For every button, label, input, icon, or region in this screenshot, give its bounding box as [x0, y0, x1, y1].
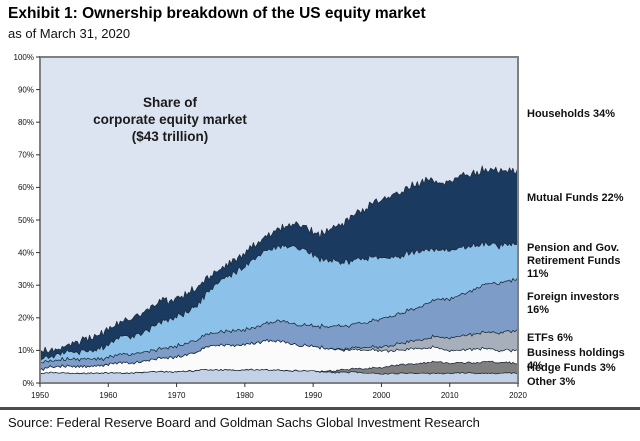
legend-label-etfs: ETFs 6%	[527, 332, 573, 344]
y-axis-tick-label: 20%	[18, 314, 34, 323]
x-axis-tick-label: 1990	[304, 391, 322, 400]
y-axis-tick-label: 40%	[18, 248, 34, 257]
legend-label-other: Other 3%	[527, 376, 576, 388]
x-axis-tick-label: 1980	[236, 391, 254, 400]
x-axis-tick-label: 2000	[373, 391, 391, 400]
legend-label-households: Households 34%	[527, 108, 616, 120]
exhibit-title: Exhibit 1: Ownership breakdown of the US…	[8, 5, 426, 22]
x-axis-tick-label: 2020	[509, 391, 527, 400]
legend-label-business-holdings: Business holdings 4%	[527, 347, 625, 372]
source-note: Source: Federal Reserve Board and Goldma…	[8, 415, 480, 430]
y-axis-tick-label: 60%	[18, 183, 34, 192]
y-axis-tick-label: 10%	[18, 346, 34, 355]
y-axis-tick-label: 30%	[18, 281, 34, 290]
y-axis-tick-label: 90%	[18, 85, 34, 94]
x-axis-tick-label: 2010	[441, 391, 459, 400]
divider-rule	[0, 407, 640, 410]
stacked-area-chart: 0% 10% 20% 30% 40% 50% 60% 70% 80% 90% 100% 1950 196…	[14, 53, 528, 400]
y-axis-tick-label: 0%	[22, 379, 34, 388]
legend-label-foreign-investors: Foreign investors 16%	[527, 291, 620, 316]
y-axis-tick-label: 50%	[18, 216, 34, 225]
x-axis-tick-label: 1950	[31, 391, 49, 400]
x-axis-tick-label: 1970	[168, 391, 186, 400]
x-axis-tick-label: 1960	[99, 391, 117, 400]
chart-area: 0% 10% 20% 30% 40% 50% 60% 70% 80% 90% 100% 1950 196…	[0, 45, 640, 405]
y-axis-tick-label: 70%	[18, 151, 34, 160]
y-axis-tick-label: 100%	[14, 53, 34, 62]
y-axis-tick-label: 80%	[18, 118, 34, 127]
stacked-bands	[40, 165, 518, 383]
legend-label-mutual-funds: Mutual Funds 22%	[527, 192, 624, 204]
legend-label-pension-funds: Pension and Gov. Retirement Funds 11%	[527, 242, 621, 280]
chart-annotation: Share of corporate equity market ($43 tr…	[93, 95, 247, 144]
exhibit-subtitle: as of March 31, 2020	[8, 26, 131, 41]
legend-label-hedge-funds: Hedge Funds 3%	[527, 362, 616, 374]
area-mutual-funds	[40, 165, 518, 362]
